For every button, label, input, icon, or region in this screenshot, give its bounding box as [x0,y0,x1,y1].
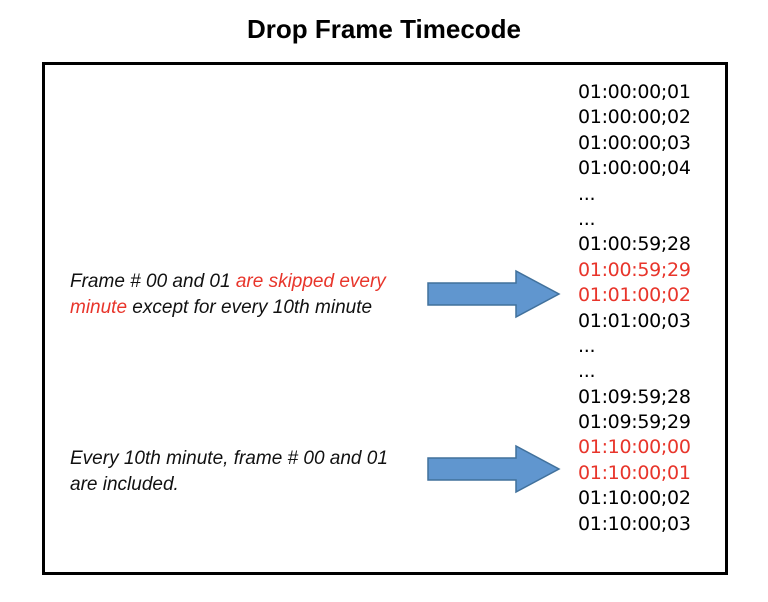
note-text: except for every 10th minute [127,297,373,318]
timecode: ... [578,360,596,383]
timecode-highlighted: 01:10:00;00 [578,436,691,459]
timecode: ... [578,334,596,357]
note-skipped-frames: Frame # 00 and 01 are skipped every minu… [70,269,415,321]
arrow-right-icon [427,444,561,494]
timecode-list: 01:00:00;01 01:00:00;02 01:00:00;03 01:00:0… [578,80,691,537]
timecode: 01:10:00;03 [578,512,691,535]
timecode-highlighted: 01:01:00;02 [578,284,691,307]
arrow-shape [427,269,561,319]
note-text: Frame # 00 and 01 [70,271,236,292]
timecode: 01:10:00;02 [578,487,691,510]
timecode: 01:00:00;04 [578,157,691,180]
timecode: 01:09:59;28 [578,385,691,408]
note-text: Every 10th minute, frame # 00 and 01 are… [70,448,388,495]
timecode: 01:09:59;29 [578,411,691,434]
timecode: ... [578,182,596,205]
diagram-frame [42,62,728,575]
timecode-highlighted: 01:00:59;29 [578,258,691,281]
timecode: 01:00:59;28 [578,233,691,256]
timecode: 01:00:00;01 [578,81,691,103]
timecode-highlighted: 01:10:00;01 [578,461,691,484]
note-included-frames: Every 10th minute, frame # 00 and 01 are… [70,446,415,498]
note-highlight-text: are skipped every minute [70,271,386,318]
timecode: 01:00:00;03 [578,131,691,154]
timecode: 01:00:00;02 [578,106,691,129]
arrow-right-icon [427,269,561,319]
timecode: ... [578,207,596,230]
diagram-title: Drop Frame Timecode [246,14,522,44]
timecode: 01:01:00;03 [578,309,691,332]
arrow-shape [427,444,561,494]
